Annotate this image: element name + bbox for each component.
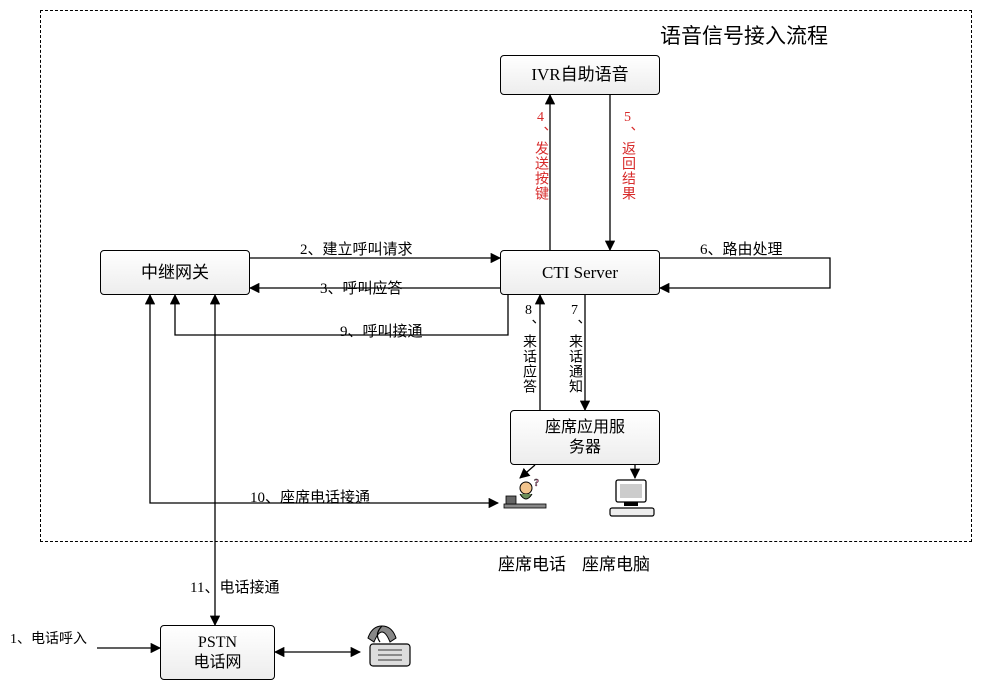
seat-pc-caption: 座席电脑	[582, 550, 650, 575]
desk-phone-icon	[368, 626, 410, 666]
edge-label-1: 1、电话呼入	[10, 628, 87, 648]
diagram-title: 语音信号接入流程	[660, 20, 828, 50]
node-pstn: PSTN 电话网	[160, 625, 275, 680]
node-gateway: 中继网关	[100, 250, 250, 295]
edge-label-6: 6、路由处理	[700, 238, 783, 259]
edge-label-2: 2、建立呼叫请求	[300, 238, 413, 259]
edge-label-9: 9、呼叫接通	[340, 320, 423, 341]
node-label: IVR自助语音	[531, 64, 628, 85]
edge-label-7: 7、来话通知	[564, 303, 584, 394]
edge-label-8: 8、来话应答	[518, 303, 538, 394]
node-ivr: IVR自助语音	[500, 55, 660, 95]
seat-phone-caption: 座席电话	[498, 550, 566, 575]
edge-label-3: 3、呼叫应答	[320, 277, 403, 298]
edge-label-11: 11、电话接通	[190, 576, 279, 597]
node-label: 中继网关	[141, 262, 209, 283]
node-label: CTI Server	[542, 262, 618, 283]
edge-label-4: 4、发送按键	[530, 110, 550, 201]
node-seat-server: 座席应用服 务器	[510, 410, 660, 465]
node-label: 座席应用服 务器	[545, 418, 625, 458]
node-label: PSTN 电话网	[193, 633, 241, 673]
edge-label-10: 10、座席电话接通	[250, 486, 370, 507]
edge-label-5: 5、返回结果	[617, 110, 637, 201]
node-cti: CTI Server	[500, 250, 660, 295]
